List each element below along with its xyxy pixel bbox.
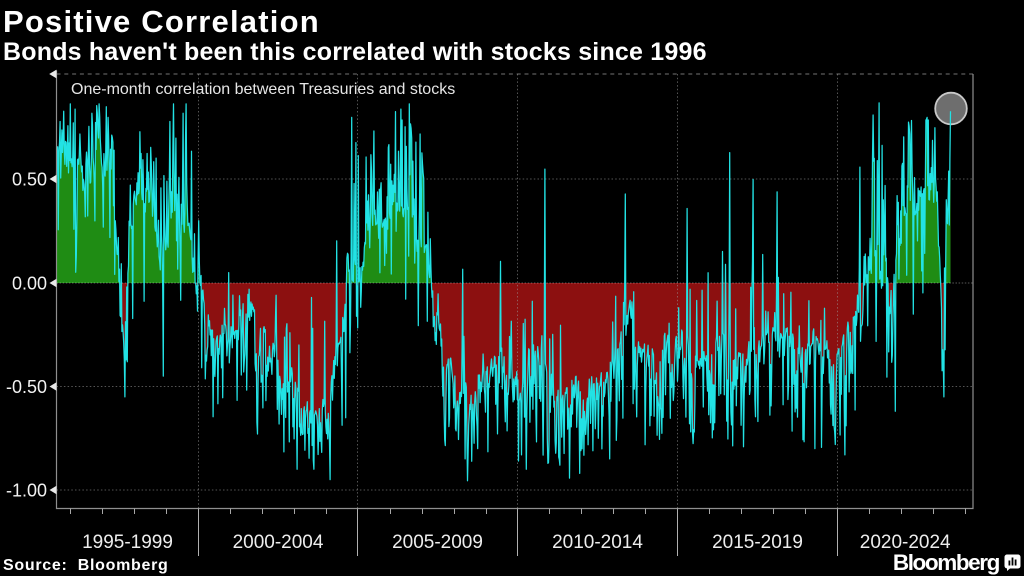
svg-text:0.50: 0.50 — [12, 169, 47, 189]
svg-text:Positive Correlation: Positive Correlation — [3, 4, 320, 39]
svg-text:2005-2009: 2005-2009 — [392, 532, 483, 553]
svg-text:2000-2004: 2000-2004 — [233, 532, 324, 553]
svg-text:2010-2014: 2010-2014 — [552, 532, 643, 553]
svg-text:2015-2019: 2015-2019 — [712, 532, 803, 553]
svg-text:Source: Bloomberg: Source: Bloomberg — [3, 557, 169, 574]
svg-text:One-month correlation between: One-month correlation between Treasuries… — [71, 81, 455, 98]
svg-text:1995-1999: 1995-1999 — [82, 532, 173, 553]
svg-text:0.00: 0.00 — [12, 273, 47, 293]
svg-text:Bonds haven't been this correl: Bonds haven't been this correlated with … — [3, 38, 707, 66]
svg-text:2020-2024: 2020-2024 — [860, 532, 951, 553]
svg-text:-0.50: -0.50 — [6, 377, 47, 397]
svg-text:Bloomberg: Bloomberg — [893, 550, 1000, 575]
svg-text:-1.00: -1.00 — [6, 480, 47, 500]
